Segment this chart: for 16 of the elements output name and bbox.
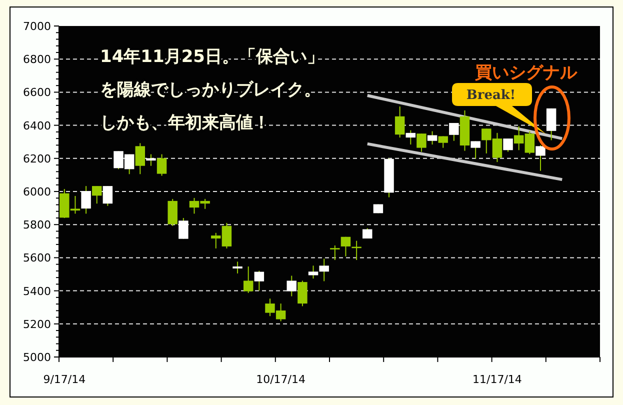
y-tick-label: 5000 bbox=[23, 351, 51, 364]
y-tick-label: 6200 bbox=[23, 152, 51, 166]
y-tick-label: 6800 bbox=[23, 53, 51, 66]
y-tick-label: 6400 bbox=[23, 119, 51, 132]
y-tick-label: 7000 bbox=[23, 20, 51, 33]
annotation: Break! bbox=[466, 88, 516, 103]
x-tick-label: 10/17/14 bbox=[256, 373, 306, 386]
y-tick-label: 5400 bbox=[23, 284, 51, 298]
annotation: 買いシグナル bbox=[474, 63, 578, 83]
x-tick-label: 9/17/14 bbox=[43, 373, 86, 386]
y-tick-label: 5800 bbox=[23, 218, 51, 232]
x-tick-label: 11/17/14 bbox=[472, 373, 522, 386]
y-tick-label: 5200 bbox=[23, 318, 51, 331]
y-tick-label: 5600 bbox=[23, 252, 51, 265]
y-tick-label: 6000 bbox=[23, 186, 51, 198]
y-tick-label: 6600 bbox=[23, 86, 51, 100]
